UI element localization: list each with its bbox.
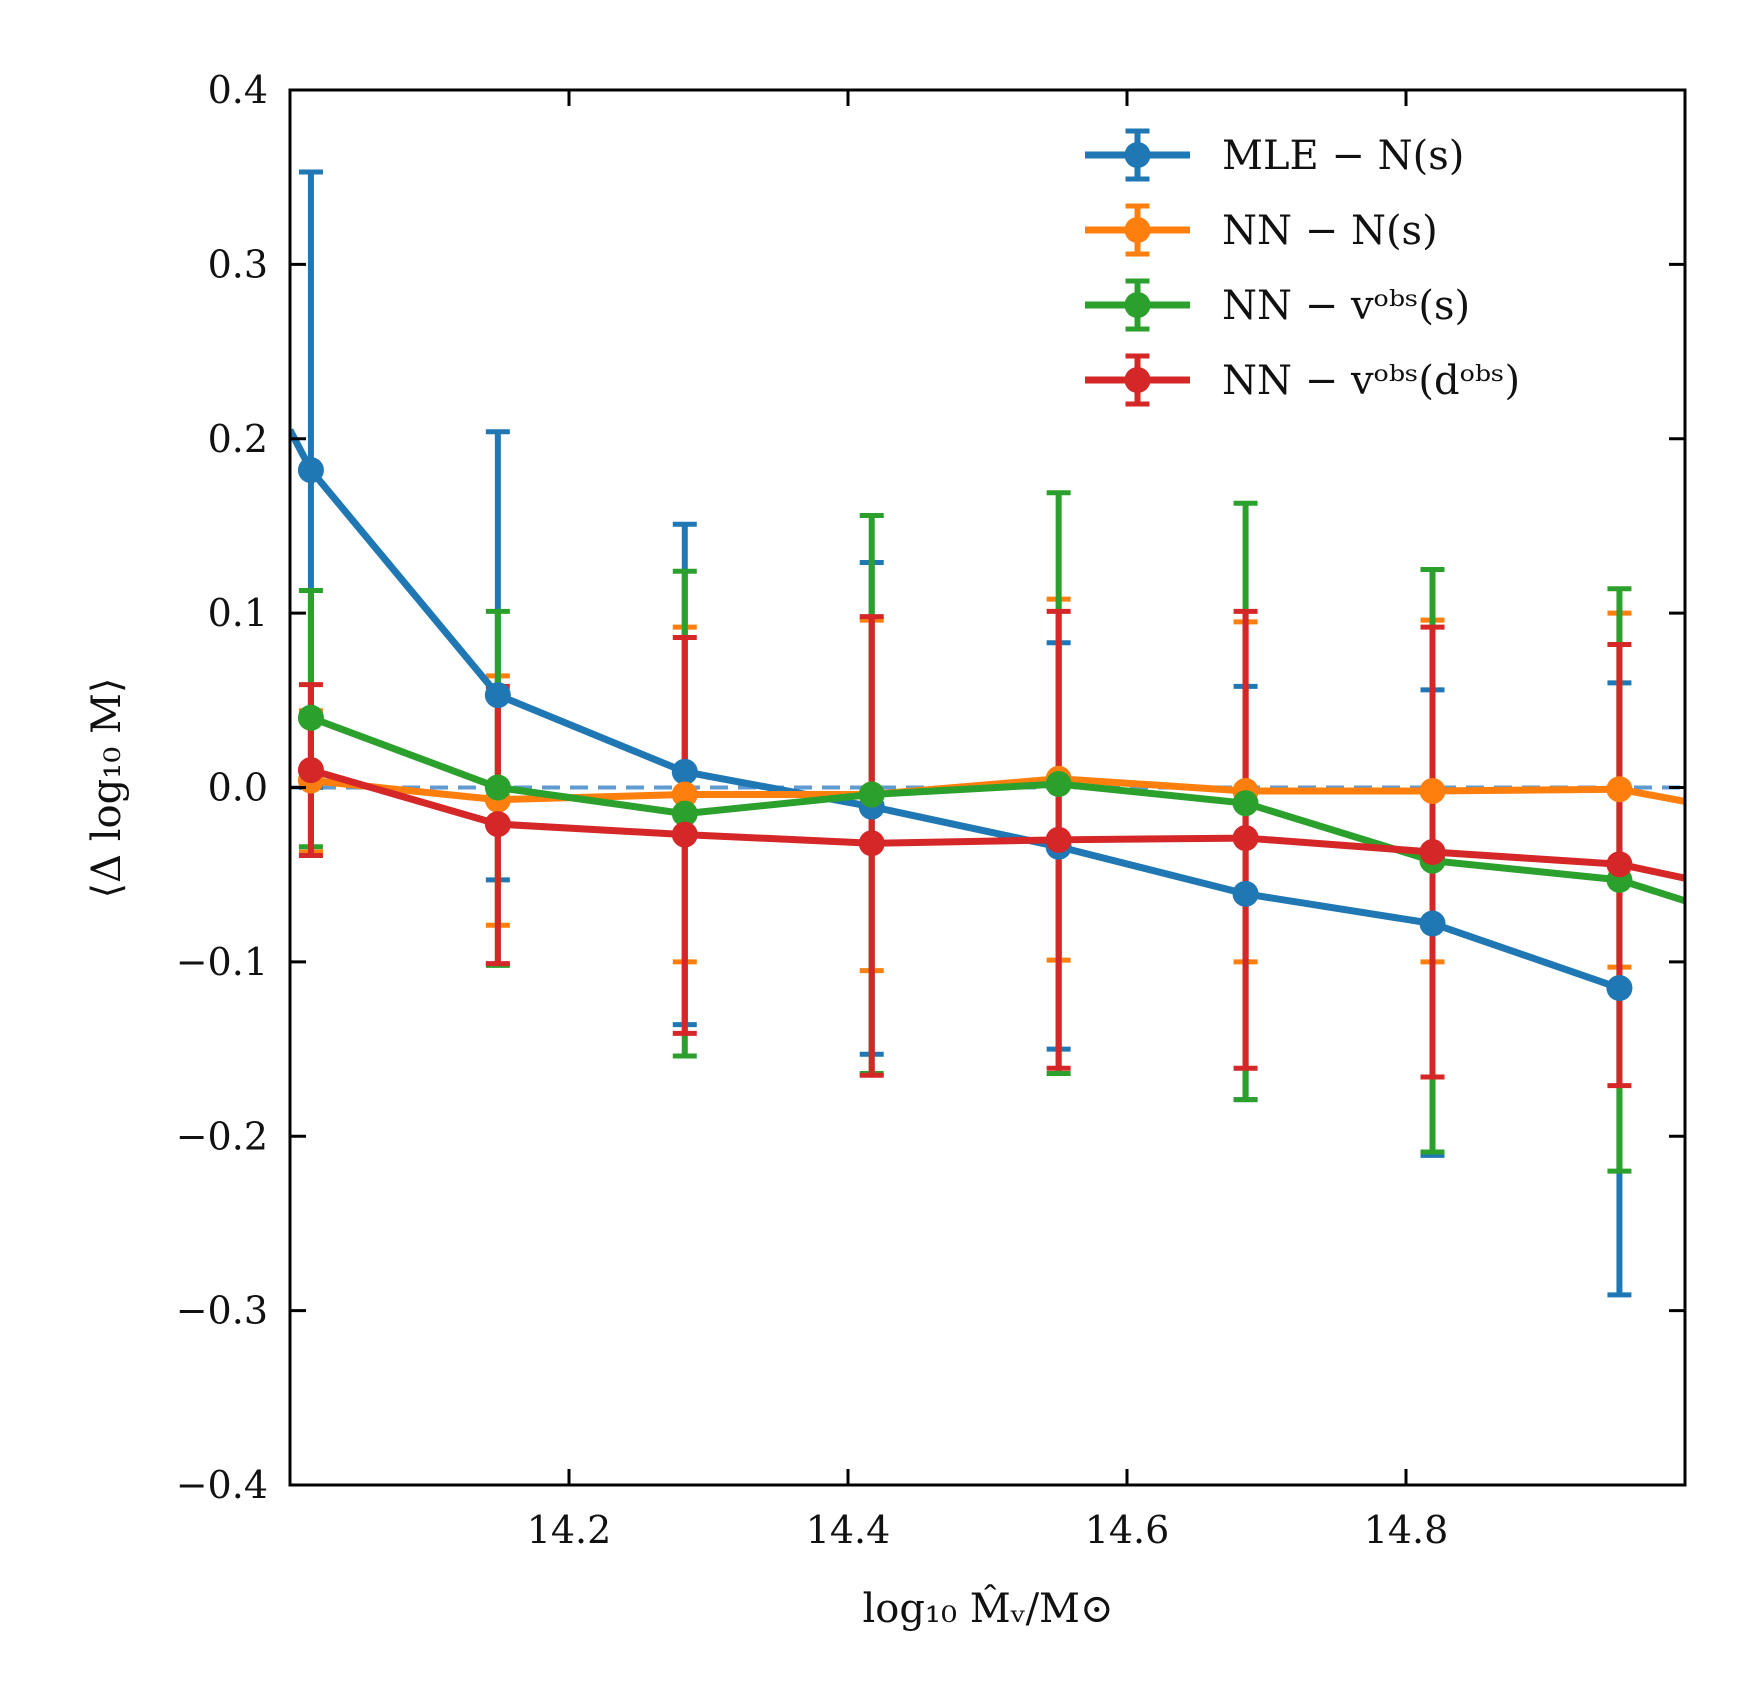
y-tick-label: −0.1	[176, 940, 268, 984]
data-point	[297, 457, 324, 484]
y-tick-label: 0.1	[208, 591, 268, 635]
data-point	[1419, 910, 1446, 937]
series-line-3	[297, 757, 1685, 882]
series-line	[290, 428, 1621, 992]
data-point	[1045, 771, 1072, 798]
legend-item: NN − N(s)	[1085, 203, 1438, 257]
x-tick-label: 14.2	[527, 1508, 612, 1552]
legend-item: NN − vᵒᵇˢ(dᵒᵇˢ)	[1085, 353, 1520, 407]
data-point	[1232, 790, 1259, 817]
data-point	[671, 781, 698, 808]
data-point	[1419, 777, 1446, 804]
y-tick-label: 0.2	[208, 417, 268, 461]
y-tick-label: 0.0	[208, 766, 268, 810]
legend-marker	[1124, 217, 1151, 243]
y-tick-label: 0.3	[208, 242, 268, 286]
y-tick-label: −0.4	[176, 1463, 268, 1507]
x-tick-label: 14.6	[1085, 1508, 1170, 1552]
series-layer	[290, 169, 1685, 1298]
legend-marker	[1124, 142, 1151, 168]
series-line	[309, 714, 1685, 905]
data-point	[1232, 880, 1259, 907]
legend: MLE − N(s) NN − N(s) NN − vᵒᵇˢ(s) NN − vᵒᵇˢ…	[1085, 128, 1520, 407]
legend-label: NN − N(s)	[1222, 208, 1438, 254]
legend-marker	[1124, 367, 1151, 393]
y-tick-label: 0.4	[208, 68, 268, 112]
y-axis-label: ⟨Δ log₁₀ M⟩	[84, 677, 130, 898]
legend-label: NN − vᵒᵇˢ(s)	[1222, 283, 1470, 329]
data-point	[671, 800, 698, 827]
data-point	[671, 821, 698, 848]
data-point	[1606, 975, 1633, 1002]
legend-marker	[1124, 292, 1151, 318]
data-point	[1419, 839, 1446, 866]
x-axis-label: log₁₀ M̂ᵥ/M⊙	[862, 1586, 1113, 1632]
legend-item: MLE − N(s)	[1085, 128, 1464, 182]
data-point	[297, 757, 324, 784]
data-point	[858, 830, 885, 857]
data-point	[858, 781, 885, 808]
x-tick-label: 14.8	[1364, 1508, 1449, 1552]
data-point	[484, 811, 511, 838]
data-point	[671, 758, 698, 785]
legend-label: NN − vᵒᵇˢ(dᵒᵇˢ)	[1222, 358, 1520, 404]
data-point	[484, 682, 511, 709]
data-point	[1606, 776, 1633, 803]
tick-layer: 14.2 14.4 14.6 14.8 −0.4 −0.3 −0.2 −0.1 0.0 0.1 0.…	[176, 68, 1685, 1552]
data-point	[1606, 851, 1633, 878]
data-point	[1232, 825, 1259, 852]
data-point	[1045, 826, 1072, 853]
x-tick-label: 14.4	[806, 1508, 891, 1552]
legend-item: NN − vᵒᵇˢ(s)	[1085, 278, 1470, 332]
legend-label: MLE − N(s)	[1222, 133, 1464, 179]
data-point	[297, 704, 324, 731]
y-tick-label: −0.2	[176, 1114, 268, 1158]
y-tick-label: −0.3	[176, 1289, 268, 1333]
data-point	[484, 774, 511, 801]
